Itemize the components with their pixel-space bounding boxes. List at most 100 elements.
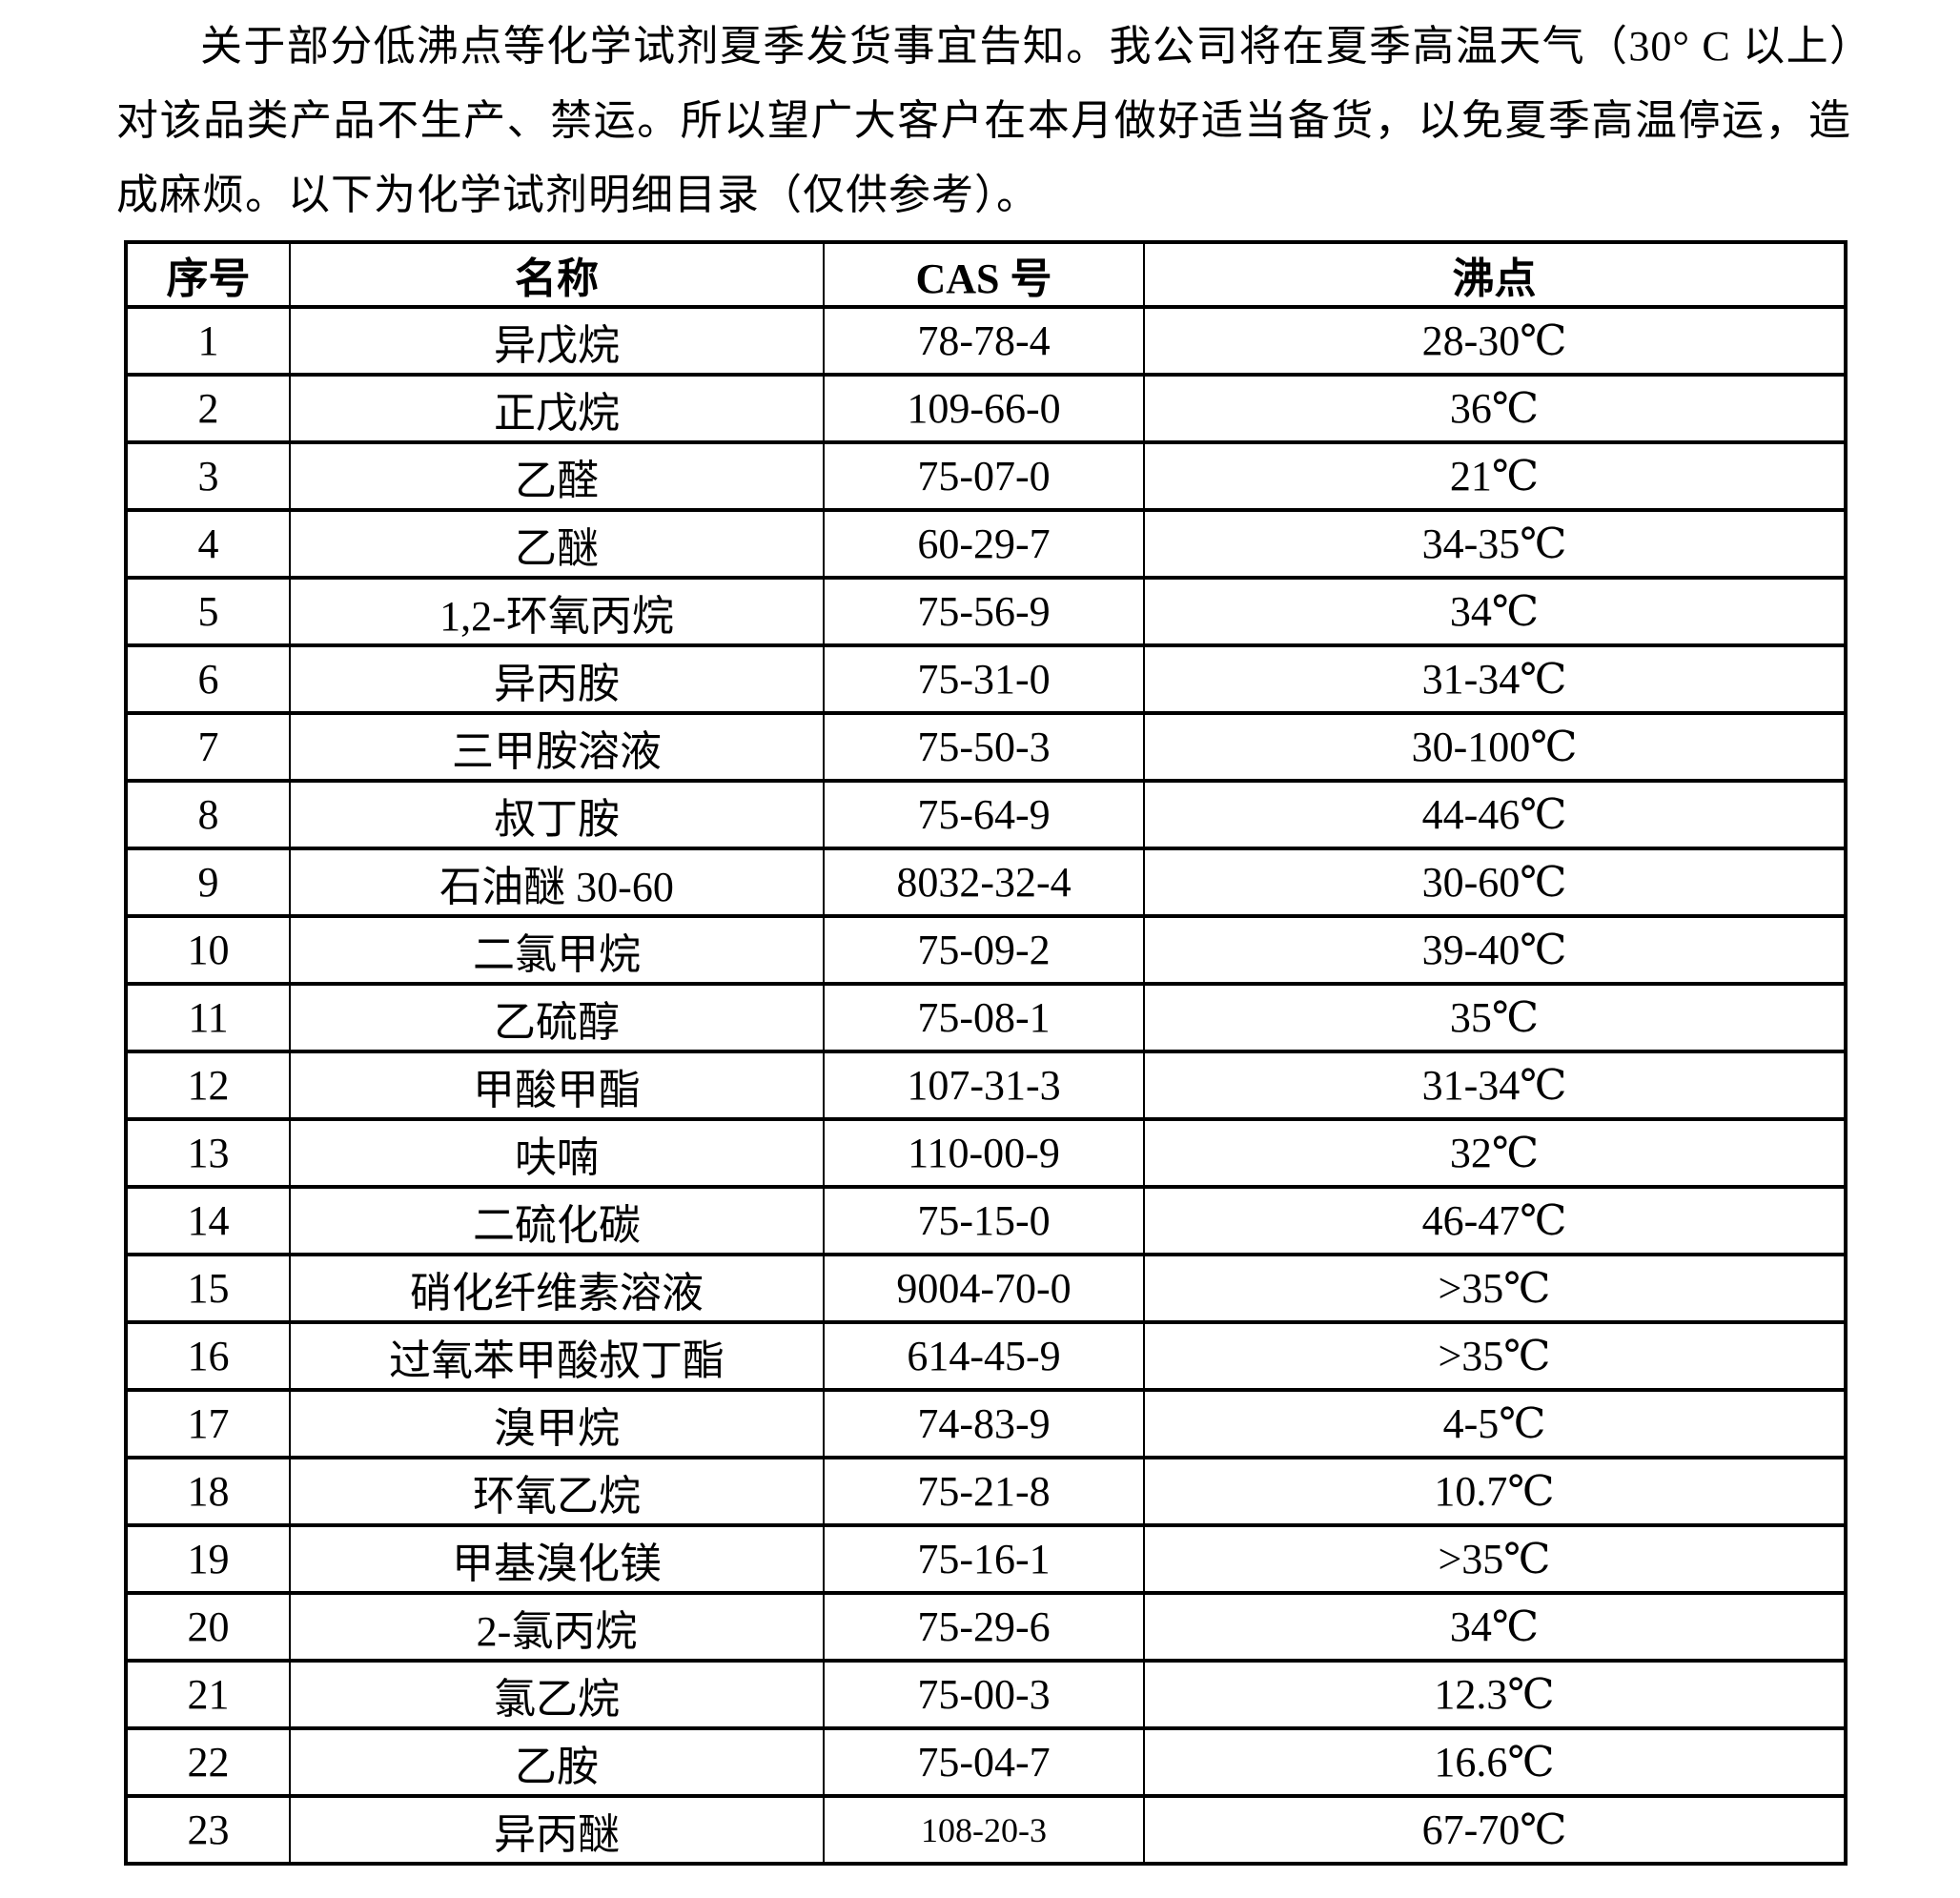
column-header-boiling-point: 沸点 <box>1143 240 1847 309</box>
reagent-name: 三甲胺溶液 <box>289 711 825 783</box>
boiling-point: 35℃ <box>1143 982 1847 1053</box>
boiling-point: 31-34℃ <box>1143 1050 1847 1121</box>
table-row: 15 硝化纤维素溶液 9004-70-0 >35℃ <box>125 1253 1847 1324</box>
boiling-point: 12.3℃ <box>1143 1659 1847 1730</box>
cas-number: 78-78-4 <box>823 305 1145 377</box>
table-row: 13 呋喃 110-00-9 32℃ <box>125 1117 1847 1189</box>
table-row: 1 异戊烷 78-78-4 28-30℃ <box>125 305 1847 377</box>
cas-number: 75-15-0 <box>823 1185 1145 1256</box>
boiling-point: >35℃ <box>1143 1253 1847 1324</box>
cas-number: 107-31-3 <box>823 1050 1145 1121</box>
table-row: 2 正戊烷 109-66-0 36℃ <box>125 373 1847 444</box>
column-header-cas: CAS 号 <box>823 240 1145 309</box>
table-row: 22 乙胺 75-04-7 16.6℃ <box>125 1726 1847 1798</box>
reagent-name: 异丙醚 <box>289 1794 825 1866</box>
boiling-point: >35℃ <box>1143 1320 1847 1392</box>
table-row: 11 乙硫醇 75-08-1 35℃ <box>125 982 1847 1053</box>
notice-paragraph: 关于部分低沸点等化学试剂夏季发货事宜告知。我公司将在夏季高温天气（30° C 以… <box>116 23 1851 218</box>
cas-number: 75-16-1 <box>823 1523 1145 1595</box>
table-row: 23 异丙醚 108-20-3 67-70℃ <box>125 1794 1847 1866</box>
cas-number: 75-21-8 <box>823 1456 1145 1527</box>
table-row: 18 环氧乙烷 75-21-8 10.7℃ <box>125 1456 1847 1527</box>
boiling-point: 31-34℃ <box>1143 643 1847 715</box>
cas-number: 75-31-0 <box>823 643 1145 715</box>
row-number: 5 <box>125 576 291 647</box>
table-row: 9 石油醚 30-60 8032-32-4 30-60℃ <box>125 847 1847 918</box>
cas-number: 75-08-1 <box>823 982 1145 1053</box>
reagent-name: 2-氯丙烷 <box>289 1591 825 1663</box>
reagent-name: 石油醚 30-60 <box>289 847 825 918</box>
row-number: 2 <box>125 373 291 444</box>
reagent-name: 过氧苯甲酸叔丁酯 <box>289 1320 825 1392</box>
boiling-point: 30-60℃ <box>1143 847 1847 918</box>
row-number: 22 <box>125 1726 291 1798</box>
row-number: 17 <box>125 1388 291 1459</box>
cas-number: 75-00-3 <box>823 1659 1145 1730</box>
table-row: 14 二硫化碳 75-15-0 46-47℃ <box>125 1185 1847 1256</box>
reagent-table-body: 1 异戊烷 78-78-4 28-30℃ 2 正戊烷 109-66-0 36℃ 3 乙醛 75-07… <box>125 305 1847 1866</box>
row-number: 8 <box>125 779 291 850</box>
table-row: 17 溴甲烷 74-83-9 4-5℃ <box>125 1388 1847 1459</box>
boiling-point: 44-46℃ <box>1143 779 1847 850</box>
row-number: 4 <box>125 508 291 580</box>
cas-number: 75-50-3 <box>823 711 1145 783</box>
table-row: 5 1,2-环氧丙烷 75-56-9 34℃ <box>125 576 1847 647</box>
reagent-name: 正戊烷 <box>289 373 825 444</box>
row-number: 3 <box>125 440 291 512</box>
boiling-point: 46-47℃ <box>1143 1185 1847 1256</box>
cas-number: 75-09-2 <box>823 914 1145 986</box>
reagent-name: 呋喃 <box>289 1117 825 1189</box>
row-number: 23 <box>125 1794 291 1866</box>
table-row: 7 三甲胺溶液 75-50-3 30-100℃ <box>125 711 1847 783</box>
cas-number: 75-29-6 <box>823 1591 1145 1663</box>
boiling-point: 34℃ <box>1143 576 1847 647</box>
reagent-name: 异丙胺 <box>289 643 825 715</box>
reagent-name: 叔丁胺 <box>289 779 825 850</box>
cas-number: 75-04-7 <box>823 1726 1145 1798</box>
row-number: 15 <box>125 1253 291 1324</box>
cas-number: 8032-32-4 <box>823 847 1145 918</box>
row-number: 6 <box>125 643 291 715</box>
table-row: 3 乙醛 75-07-0 21℃ <box>125 440 1847 512</box>
boiling-point: 10.7℃ <box>1143 1456 1847 1527</box>
header-row: 序号 名称 CAS 号 沸点 <box>125 240 1847 309</box>
row-number: 19 <box>125 1523 291 1595</box>
reagent-name: 乙胺 <box>289 1726 825 1798</box>
boiling-point: 36℃ <box>1143 373 1847 444</box>
row-number: 13 <box>125 1117 291 1189</box>
table-row: 16 过氧苯甲酸叔丁酯 614-45-9 >35℃ <box>125 1320 1847 1392</box>
table-row: 21 氯乙烷 75-00-3 12.3℃ <box>125 1659 1847 1730</box>
boiling-point: 67-70℃ <box>1143 1794 1847 1866</box>
reagent-name: 二氯甲烷 <box>289 914 825 986</box>
reagent-name: 异戊烷 <box>289 305 825 377</box>
row-number: 11 <box>125 982 291 1053</box>
column-header-no: 序号 <box>125 240 291 309</box>
boiling-point: 34-35℃ <box>1143 508 1847 580</box>
row-number: 1 <box>125 305 291 377</box>
reagent-name: 甲酸甲酯 <box>289 1050 825 1121</box>
table-row: 6 异丙胺 75-31-0 31-34℃ <box>125 643 1847 715</box>
reagent-name: 乙硫醇 <box>289 982 825 1053</box>
boiling-point: 21℃ <box>1143 440 1847 512</box>
cas-number: 75-64-9 <box>823 779 1145 850</box>
cas-number: 9004-70-0 <box>823 1253 1145 1324</box>
reagent-name: 1,2-环氧丙烷 <box>289 576 825 647</box>
row-number: 14 <box>125 1185 291 1256</box>
row-number: 18 <box>125 1456 291 1527</box>
reagent-name: 溴甲烷 <box>289 1388 825 1459</box>
row-number: 12 <box>125 1050 291 1121</box>
table-row: 20 2-氯丙烷 75-29-6 34℃ <box>125 1591 1847 1663</box>
cas-number: 108-20-3 <box>823 1794 1145 1866</box>
reagent-name: 甲基溴化镁 <box>289 1523 825 1595</box>
row-number: 21 <box>125 1659 291 1730</box>
reagent-table: 序号 名称 CAS 号 沸点 1 异戊烷 78-78-4 28-30℃ 2 正戊烷 109-… <box>124 240 1848 1866</box>
row-number: 16 <box>125 1320 291 1392</box>
boiling-point: 30-100℃ <box>1143 711 1847 783</box>
reagent-name: 乙醚 <box>289 508 825 580</box>
cas-number: 109-66-0 <box>823 373 1145 444</box>
reagent-name: 硝化纤维素溶液 <box>289 1253 825 1324</box>
table-row: 4 乙醚 60-29-7 34-35℃ <box>125 508 1847 580</box>
boiling-point: 34℃ <box>1143 1591 1847 1663</box>
row-number: 20 <box>125 1591 291 1663</box>
reagent-name: 氯乙烷 <box>289 1659 825 1730</box>
